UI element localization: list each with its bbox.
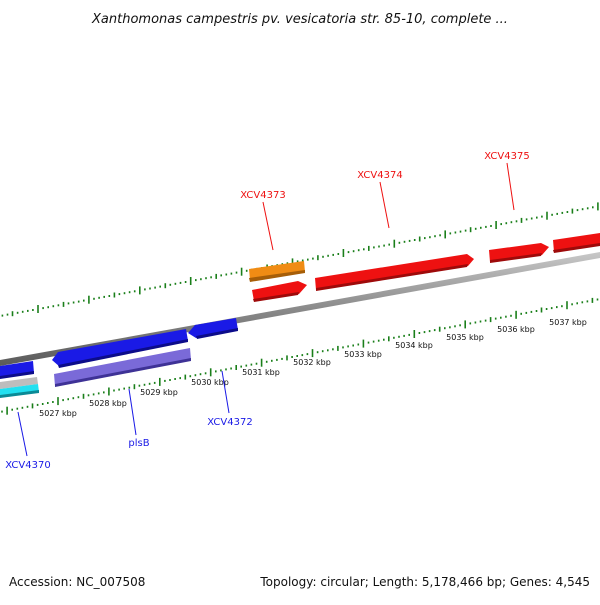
scale-label-5032: 5032 kbp bbox=[293, 358, 331, 367]
gene-label-xcv4372[interactable]: XCV4372 bbox=[207, 417, 252, 428]
forward-tick-track bbox=[1, 202, 599, 317]
gene-plsB-purple-bar[interactable] bbox=[54, 348, 191, 387]
scale-label-5033: 5033 kbp bbox=[344, 350, 382, 359]
gene-xcv4373-upper-bar[interactable] bbox=[249, 261, 305, 282]
gene-label-xcv4374[interactable]: XCV4374 bbox=[357, 170, 402, 181]
gene-labels: XCV4373 XCV4374 XCV4375 XCV4370 plsB XCV… bbox=[5, 151, 529, 471]
reverse-strand-features bbox=[0, 318, 238, 398]
gene-xcv4374-arrow[interactable] bbox=[315, 254, 474, 291]
scale-label-5031: 5031 kbp bbox=[242, 368, 280, 377]
scale-label-5036: 5036 kbp bbox=[497, 325, 535, 334]
gene-gray-bar[interactable] bbox=[0, 377, 38, 389]
scale-label-5037: 5037 kbp bbox=[549, 318, 587, 327]
leader-xcv4370 bbox=[17, 411, 28, 457]
gene-label-xcv4375[interactable]: XCV4375 bbox=[484, 151, 529, 162]
map-title: Xanthomonas campestris pv. vesicatoria s… bbox=[91, 12, 508, 27]
gene-xcv4375-arrow[interactable] bbox=[489, 243, 549, 263]
scale-labels: 5027 kbp 5028 kbp 5029 kbp 5030 kbp 5031… bbox=[39, 318, 587, 418]
gene-next-arrow[interactable] bbox=[553, 233, 600, 253]
gene-plsB-arrow[interactable] bbox=[52, 329, 188, 368]
genome-summary-text: Topology: circular; Length: 5,178,466 bp… bbox=[259, 575, 590, 589]
scale-label-5034: 5034 kbp bbox=[395, 341, 433, 350]
gene-leader-lines bbox=[17, 162, 515, 457]
leader-xcv4375 bbox=[506, 162, 515, 211]
reverse-tick-track bbox=[1, 297, 599, 415]
leader-xcv4373 bbox=[262, 201, 274, 251]
gene-label-plsB[interactable]: plsB bbox=[128, 438, 149, 449]
scale-label-5027: 5027 kbp bbox=[39, 409, 77, 418]
gene-label-xcv4370[interactable]: XCV4370 bbox=[5, 460, 50, 471]
scale-label-5035: 5035 kbp bbox=[446, 333, 484, 342]
scale-label-5029: 5029 kbp bbox=[140, 388, 178, 397]
gene-cyan-bar[interactable] bbox=[0, 384, 39, 398]
gene-label-xcv4373[interactable]: XCV4373 bbox=[240, 190, 285, 201]
scale-label-5028: 5028 kbp bbox=[89, 399, 127, 408]
scale-label-5030: 5030 kbp bbox=[191, 378, 229, 387]
gene-xcv4372-arrow[interactable] bbox=[188, 318, 238, 339]
leader-xcv4374 bbox=[379, 181, 390, 229]
leader-plsB bbox=[128, 388, 137, 436]
gene-xcv4373-arrow[interactable] bbox=[252, 281, 307, 302]
gene-xcv4370-arrow[interactable] bbox=[0, 361, 34, 379]
forward-strand-features bbox=[249, 233, 600, 302]
leader-xcv4372 bbox=[221, 370, 230, 414]
accession-text: Accession: NC_007508 bbox=[9, 575, 145, 589]
